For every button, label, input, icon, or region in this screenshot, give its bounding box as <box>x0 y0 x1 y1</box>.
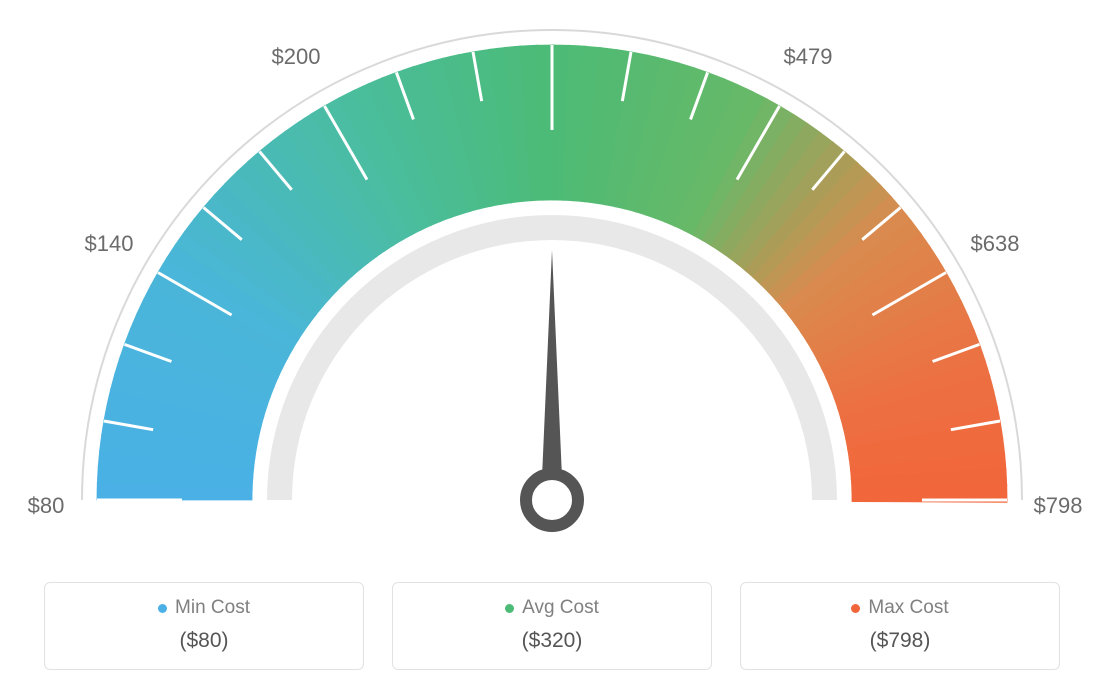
tick-label: $320 <box>528 0 577 3</box>
legend-card: Avg Cost ($320) <box>392 582 712 670</box>
tick-label: $80 <box>28 493 65 519</box>
tick-label: $200 <box>272 44 321 70</box>
needle <box>541 250 563 500</box>
legend-dot-icon <box>505 604 514 613</box>
needle-hub <box>526 474 578 526</box>
legend-title-row: Min Cost <box>55 597 353 619</box>
legend-title-row: Avg Cost <box>403 597 701 619</box>
tick-label: $638 <box>971 231 1020 257</box>
tick-label: $798 <box>1034 493 1083 519</box>
legend-card: Max Cost ($798) <box>740 582 1060 670</box>
gauge-svg <box>0 0 1104 560</box>
legend-title: Max Cost <box>868 597 948 619</box>
legend-dot-icon <box>158 604 167 613</box>
legend-title: Min Cost <box>175 597 250 619</box>
legend-title-row: Max Cost <box>751 597 1049 619</box>
legend-row: Min Cost ($80) Avg Cost ($320) Max Cost ($798… <box>0 582 1104 670</box>
legend-title: Avg Cost <box>522 597 599 619</box>
legend-value: ($80) <box>55 629 353 653</box>
legend-card: Min Cost ($80) <box>44 582 364 670</box>
tick-label: $479 <box>784 44 833 70</box>
gauge-chart: $80 $140 $200 $320 $479 $638 $798 <box>0 0 1104 560</box>
legend-value: ($798) <box>751 629 1049 653</box>
legend-dot-icon <box>851 604 860 613</box>
tick-label: $140 <box>85 231 134 257</box>
legend-value: ($320) <box>403 629 701 653</box>
